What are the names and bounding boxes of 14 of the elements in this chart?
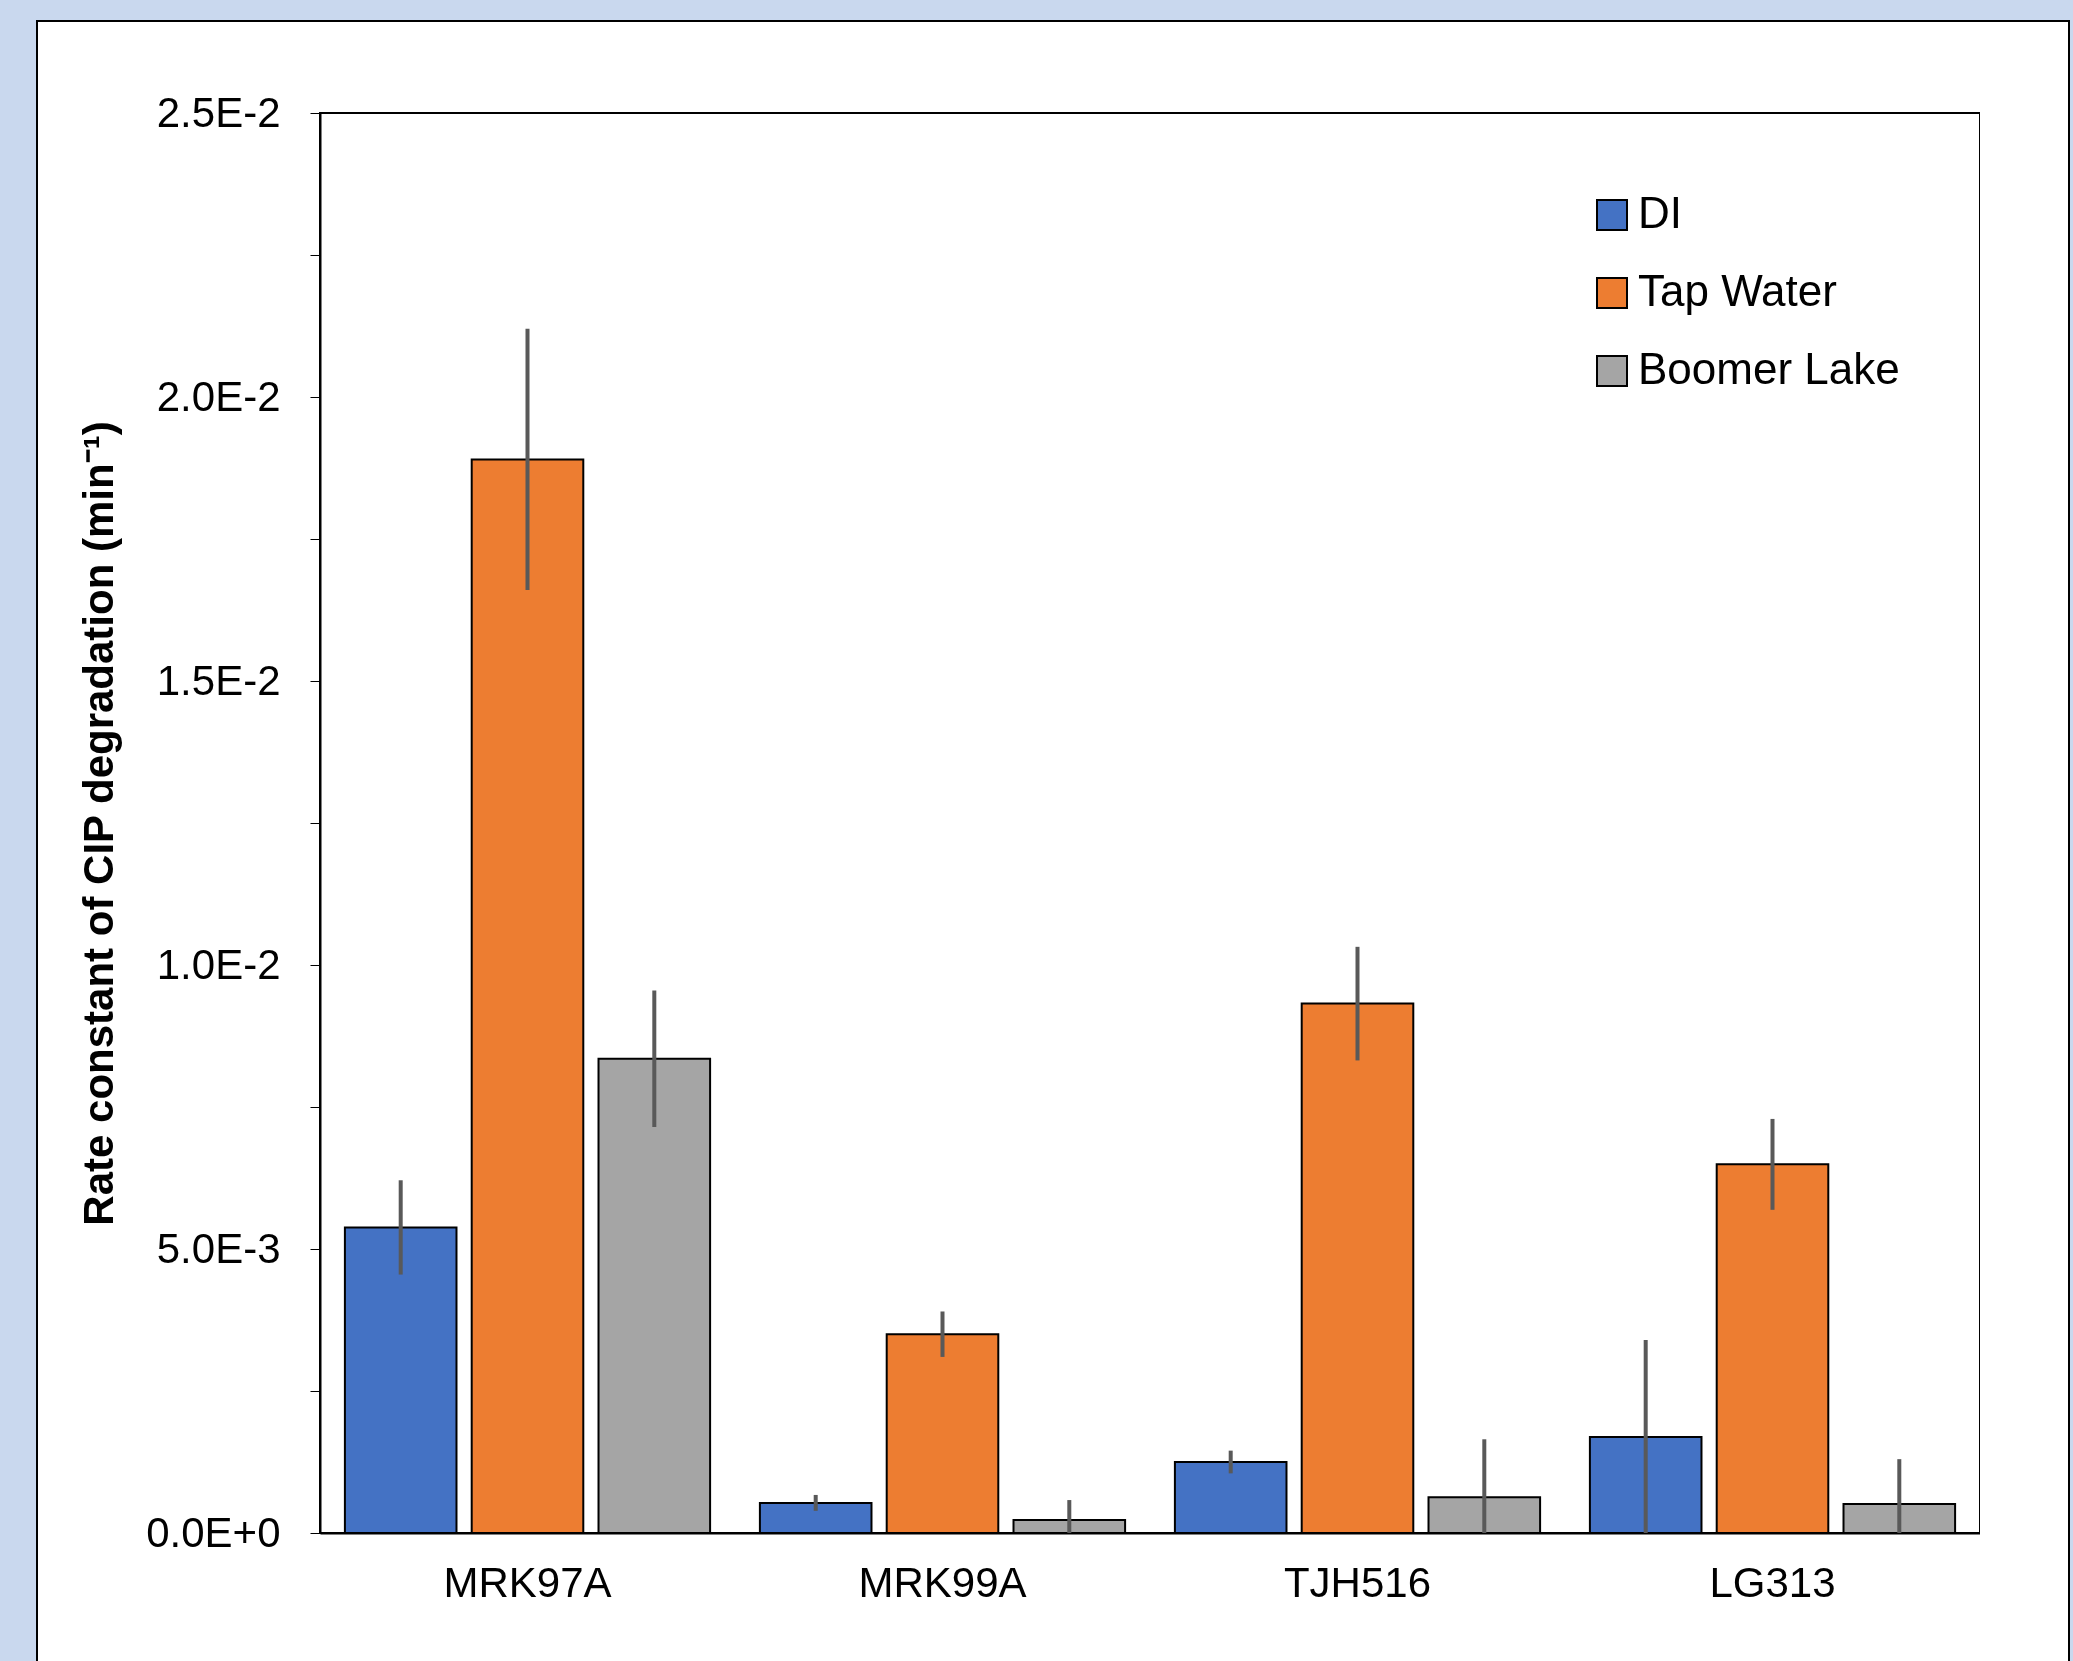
- y-axis-title: Rate constant of CIP degradation (min⁻¹): [75, 421, 123, 1226]
- y-tick-label: 2.5E-2: [156, 88, 281, 136]
- x-tick-label: LG313: [1709, 1558, 1836, 1606]
- legend-label: DI: [1638, 188, 1682, 237]
- x-tick-label: TJH516: [1283, 1558, 1432, 1606]
- legend-label: Tap Water: [1638, 266, 1837, 315]
- x-tick-label: MRK99A: [858, 1558, 1027, 1606]
- y-tick-label: 0.0E+0: [146, 1508, 281, 1556]
- x-tick-label: MRK97A: [443, 1558, 612, 1606]
- legend-label: Boomer Lake: [1638, 344, 1900, 393]
- y-tick-label: 2.0E-2: [156, 372, 281, 420]
- y-tick-label: 1.0E-2: [156, 940, 281, 988]
- y-tick-label: 5.0E-3: [156, 1224, 281, 1272]
- y-tick-label: 1.5E-2: [156, 656, 281, 704]
